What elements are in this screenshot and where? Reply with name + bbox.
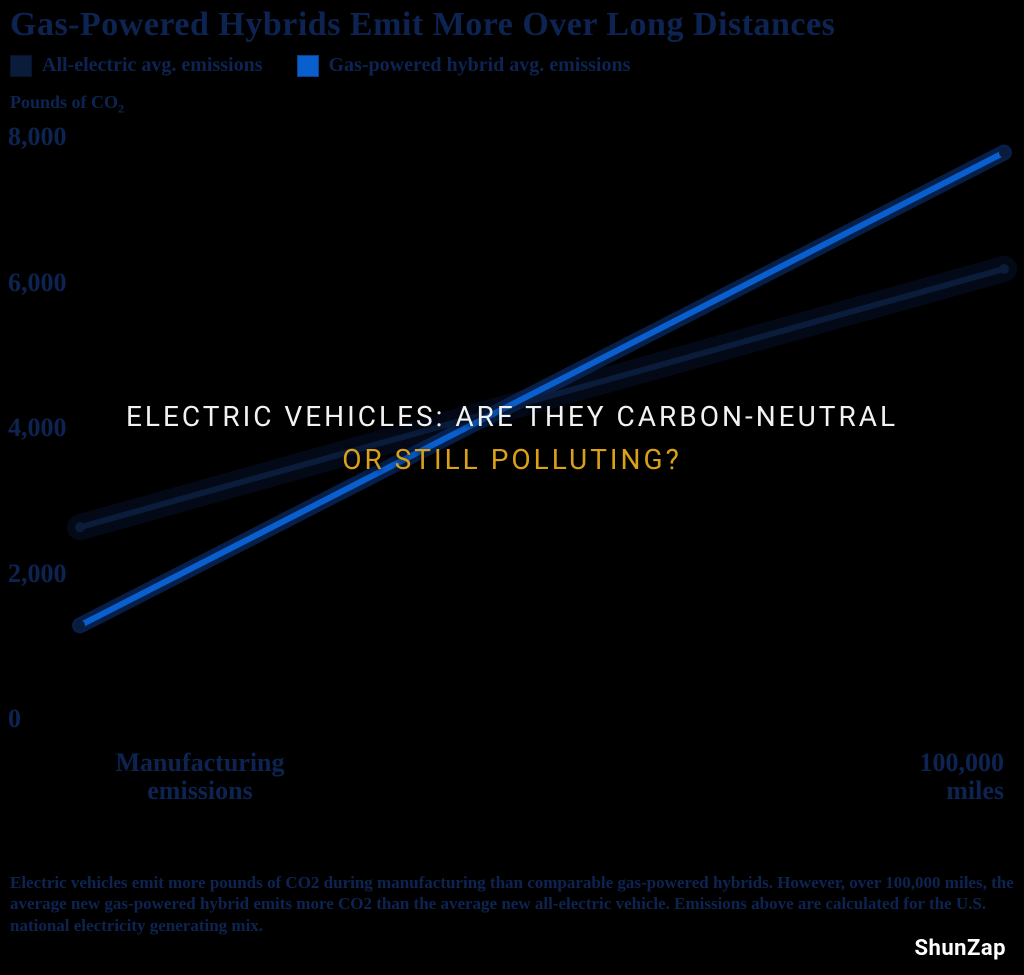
chart-headline: Gas-Powered Hybrids Emit More Over Long … xyxy=(10,6,835,44)
footnote-text: Electric vehicles emit more pounds of CO… xyxy=(10,872,1014,936)
overlay-title: ELECTRIC VEHICLES: ARE THEY CARBON-NEUTR… xyxy=(0,395,1024,482)
legend: All-electric avg. emissions Gas-powered … xyxy=(10,54,630,77)
legend-swatch-hybrid xyxy=(297,55,319,77)
legend-swatch-electric xyxy=(10,55,32,77)
source-badge: ShunZap xyxy=(914,936,1006,961)
overlay-title-line2: OR STILL POLLUTING? xyxy=(0,438,1024,481)
infographic-container: Gas-Powered Hybrids Emit More Over Long … xyxy=(0,0,1024,975)
overlay-title-line1: ELECTRIC VEHICLES: ARE THEY CARBON-NEUTR… xyxy=(0,395,1024,438)
legend-label-hybrid: Gas-powered hybrid avg. emissions xyxy=(329,54,631,77)
legend-label-electric: All-electric avg. emissions xyxy=(42,54,263,77)
y-axis-title: Pounds of CO2 xyxy=(10,92,124,117)
